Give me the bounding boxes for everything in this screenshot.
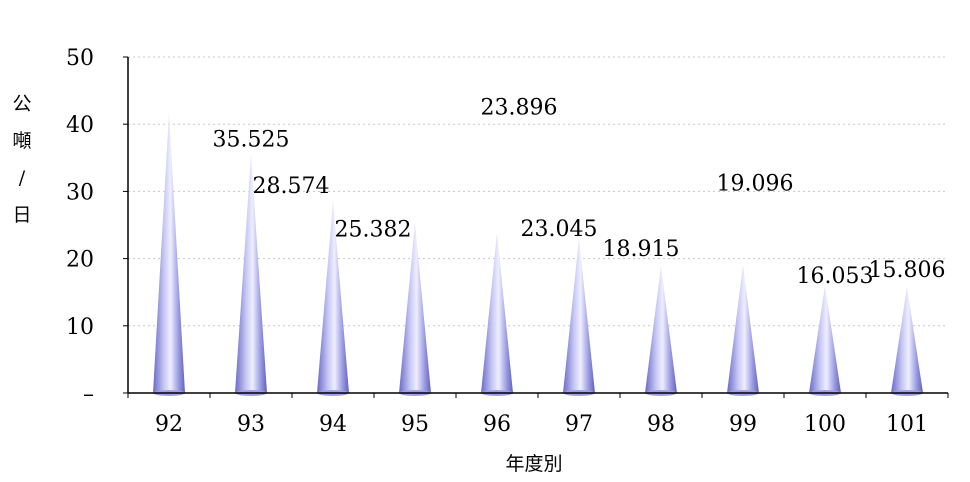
data-label: 35.525 (213, 127, 290, 152)
x-tick-label: 99 (729, 412, 757, 437)
y-tick-label: 10 (66, 315, 94, 340)
cone-bar-95 (399, 222, 431, 393)
cone-bar-96 (481, 232, 513, 393)
y-axis-title-char: 噸 (12, 130, 31, 152)
x-tick-label: 93 (237, 412, 265, 437)
cone-bar-93 (235, 154, 267, 393)
data-label: 19.096 (717, 172, 794, 197)
x-tick-label: 94 (319, 412, 347, 437)
data-label: 23.045 (521, 217, 598, 242)
x-tick-label: 92 (155, 412, 183, 437)
cone-bar-92 (153, 112, 185, 393)
x-tick-label: 97 (565, 412, 593, 437)
cone-bar-97 (563, 238, 595, 393)
data-label: 25.382 (335, 217, 412, 242)
x-tick-label: 100 (804, 412, 846, 437)
data-label: 28.574 (253, 174, 330, 199)
labels: –1020304050929394959697989910010141.6733… (12, 46, 946, 475)
gridlines (128, 56, 948, 327)
data-label: 15.806 (869, 258, 946, 283)
x-tick-label: 95 (401, 412, 429, 437)
cone-bar-101 (891, 286, 923, 393)
x-tick-label: 96 (483, 412, 511, 437)
y-tick-label: 50 (66, 46, 94, 71)
cone-bar-98 (645, 265, 677, 393)
y-axis-title-char: / (19, 167, 26, 189)
y-axis-title-char: 公 (12, 93, 31, 115)
cone-bar-100 (809, 285, 841, 393)
data-label: 18.915 (603, 237, 680, 262)
y-tick-label: 30 (66, 180, 94, 205)
y-tick-label: 40 (66, 113, 94, 138)
y-tick-label: – (83, 382, 94, 407)
bars (153, 112, 923, 396)
x-tick-label: 101 (886, 412, 928, 437)
x-tick-label: 98 (647, 412, 675, 437)
y-tick-label: 20 (66, 248, 94, 273)
data-label: 23.896 (481, 95, 558, 120)
x-axis-title: 年度別 (505, 453, 562, 475)
cone-bar-94 (317, 200, 349, 393)
y-axis-title-char: 日 (12, 204, 31, 226)
axes (123, 56, 949, 398)
cone-bar-99 (727, 264, 759, 393)
data-label: 16.053 (797, 264, 874, 289)
